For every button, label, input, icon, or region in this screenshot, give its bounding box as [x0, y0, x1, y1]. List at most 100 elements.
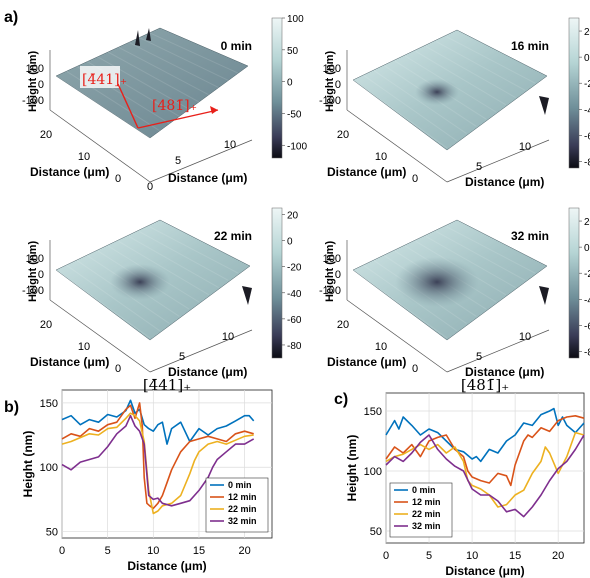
- panel-label-b: b): [4, 399, 19, 416]
- y-axis-label: Height (nm): [21, 431, 35, 498]
- surface-texture: [373, 69, 467, 135]
- z-tick-label: 0: [38, 79, 44, 91]
- surface-texture: [138, 37, 229, 81]
- y-tick-label: 20: [337, 129, 349, 141]
- y-tick-label: 150: [40, 398, 58, 410]
- y-tick-label: 150: [364, 406, 382, 418]
- colorbar-tick-label: 0: [287, 237, 293, 248]
- y-tick-label: 50: [370, 526, 382, 538]
- surface-texture: [66, 264, 161, 332]
- x-axis: [149, 329, 253, 373]
- colorbar-tick-label: -20: [287, 263, 302, 274]
- y-tick-label: 20: [337, 319, 349, 331]
- x-tick-label: 5: [476, 351, 482, 363]
- y-tick-label: 10: [78, 341, 90, 353]
- colorbar-tick-label: 0: [584, 53, 590, 64]
- legend-label: 32 min: [228, 516, 257, 526]
- surface-texture: [352, 79, 448, 149]
- time-label: 0 min: [221, 39, 252, 53]
- colorbar-tick-label: -20: [584, 79, 590, 90]
- etch-pit: [110, 264, 170, 300]
- colorbar-tick-label: 0: [287, 78, 293, 89]
- time-label: 22 min: [214, 229, 252, 243]
- x-axis-label: Distance (μm): [168, 171, 247, 185]
- y-tick-label: 10: [375, 151, 387, 163]
- colorbar-tick-label: -80: [584, 157, 590, 168]
- time-label: 32 min: [511, 229, 549, 243]
- y-tick-label: 10: [78, 151, 90, 163]
- colorbar: [271, 17, 283, 159]
- z-tick-label: 100: [26, 63, 44, 75]
- x-axis: [446, 139, 550, 183]
- surface-texture: [363, 74, 458, 142]
- direction-label-2: [481̄]₊: [152, 98, 197, 114]
- x-tick-label: 0: [383, 550, 389, 562]
- y-tick-label: 10: [375, 341, 387, 353]
- x-tick-label: 10: [519, 331, 531, 343]
- y-axis-label: Distance (μm): [327, 355, 406, 369]
- legend-label: 0 min: [228, 480, 252, 490]
- line-chart: 0 5 10 15 20 50 100 150 [4̄41]₊ Distance (μm) Heig…: [21, 376, 273, 573]
- colorbar: [271, 207, 283, 359]
- direction-label-1: [4̄41]₊: [82, 72, 127, 88]
- z-axis-label: Height (nm): [324, 241, 336, 302]
- edge-spike: [242, 286, 252, 305]
- x-tick-label: 5: [175, 155, 181, 167]
- panel-label-c: c): [334, 391, 348, 408]
- x-tick-label: 0: [59, 545, 65, 557]
- colorbar: [568, 207, 580, 359]
- x-tick-label: 15: [509, 550, 521, 562]
- y-tick-label: 0: [115, 363, 121, 375]
- legend-label: 22 min: [228, 504, 257, 514]
- x-tick-label: 5: [105, 545, 111, 557]
- chart-title: [481̄]₊: [461, 376, 509, 394]
- series-line: [61, 412, 254, 515]
- colorbar-tick-label: 100: [287, 14, 304, 25]
- x-axis-label: Distance (μm): [168, 365, 247, 379]
- series-line: [385, 414, 585, 487]
- surface: [55, 27, 249, 139]
- direction-arrow-1: [117, 83, 139, 129]
- z-axis-label: Height (nm): [27, 241, 39, 302]
- x-tick-label: 20: [238, 545, 250, 557]
- surface-texture: [55, 269, 151, 339]
- z-axis-label: Height (nm): [324, 51, 336, 112]
- legend-label: 12 min: [228, 492, 257, 502]
- x-tick-label: 10: [222, 331, 234, 343]
- surface-texture: [435, 41, 526, 91]
- surface-texture: [118, 46, 210, 96]
- direction-box: [80, 66, 120, 88]
- surface-texture: [352, 269, 448, 339]
- legend-label: 0 min: [412, 485, 436, 495]
- surface-texture: [435, 231, 526, 281]
- z-tick-label: 100: [26, 253, 44, 265]
- x-tick-label: 5: [426, 550, 432, 562]
- colorbar-tick-label: -40: [287, 289, 302, 300]
- spike: [146, 28, 151, 41]
- y-tick-label: 20: [40, 319, 52, 331]
- colorbar-tick-label: 20: [287, 211, 299, 222]
- y-tick-label: 100: [40, 462, 58, 474]
- z-tick-label: 0: [335, 269, 341, 281]
- series-line: [61, 414, 255, 507]
- legend-label: 22 min: [412, 509, 441, 519]
- surface-texture: [55, 75, 151, 139]
- legend-label: 12 min: [412, 497, 441, 507]
- colorbar-tick-label: -60: [287, 315, 302, 326]
- colorbar-tick-label: -60: [584, 131, 590, 142]
- surface-texture: [128, 41, 219, 89]
- surface-texture: [128, 235, 219, 289]
- x-axis-label: Distance (μm): [465, 365, 544, 379]
- legend-box: [205, 477, 269, 533]
- z-tick-label: -100: [319, 285, 341, 297]
- z-tick-label: -100: [22, 95, 44, 107]
- x-tick-label: 20: [552, 550, 564, 562]
- edge-spike: [539, 96, 549, 115]
- surface-texture: [425, 235, 516, 289]
- x-tick-label: 10: [519, 141, 531, 153]
- colorbar-tick-label: 20: [584, 27, 590, 38]
- chart-title: [4̄41]₊: [143, 376, 191, 394]
